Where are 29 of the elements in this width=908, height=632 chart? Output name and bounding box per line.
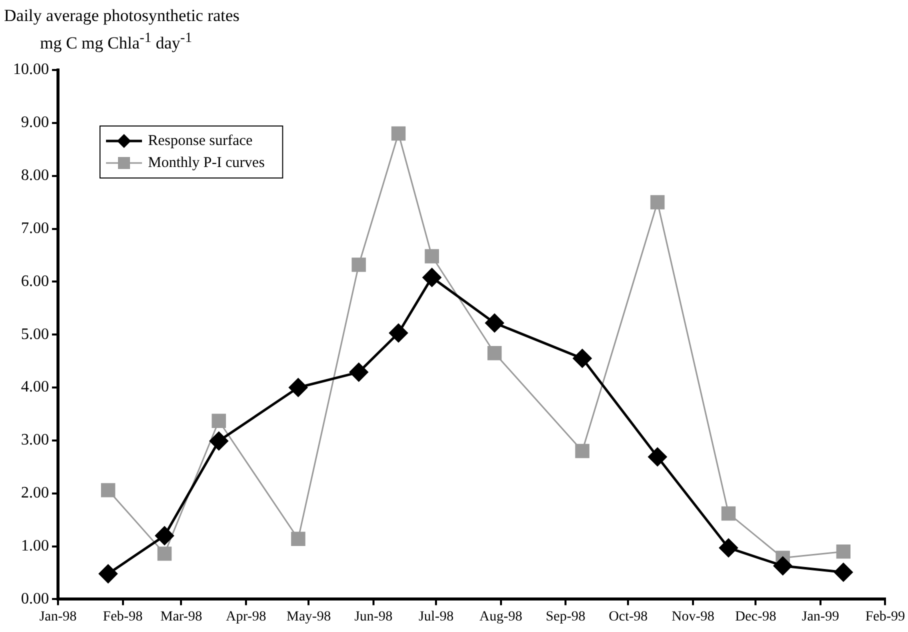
chart-title: Daily average photosynthetic rates xyxy=(4,6,240,26)
x-tick-label: Feb-99 xyxy=(865,609,906,624)
x-tick-label: Jan-99 xyxy=(802,609,840,624)
x-tick-label: Jun-98 xyxy=(354,609,392,624)
y-tick-label: 2.00 xyxy=(21,484,49,502)
x-tick-label: Apr-98 xyxy=(226,609,266,624)
x-tick-label: Jul-98 xyxy=(418,609,454,624)
x-tick-label: Aug-98 xyxy=(479,609,522,624)
y-tick-label: 9.00 xyxy=(21,114,49,132)
y-tick-label: 6.00 xyxy=(21,272,49,290)
x-tick-label: Feb-98 xyxy=(102,609,143,624)
point xyxy=(98,564,118,584)
y-tick-label: 4.00 xyxy=(21,378,49,396)
y-tick-label: 0.00 xyxy=(21,590,49,608)
x-tick-label: Sep-98 xyxy=(546,609,586,624)
y-tick-label: 1.00 xyxy=(21,537,49,554)
x-tick-label: Mar-98 xyxy=(160,609,202,624)
x-tick-label: Nov-98 xyxy=(672,609,714,624)
y-tick-label: 5.00 xyxy=(21,326,49,343)
x-tick-label: May-98 xyxy=(286,609,331,624)
y-tick-label: 7.00 xyxy=(21,220,49,237)
x-tick-label: Dec-98 xyxy=(735,609,776,624)
y-tick-label: 3.00 xyxy=(21,432,49,449)
y-axis-title: mg C mg Chla$^{-1}$ day$^{-1}$ xyxy=(40,30,192,54)
point xyxy=(834,562,853,582)
x-tick-label: Jan-98 xyxy=(39,609,77,624)
y-tick-label: 10.00 xyxy=(13,61,49,78)
y-tick-label: 8.00 xyxy=(21,167,49,184)
x-tick-label: Oct-98 xyxy=(608,609,648,624)
